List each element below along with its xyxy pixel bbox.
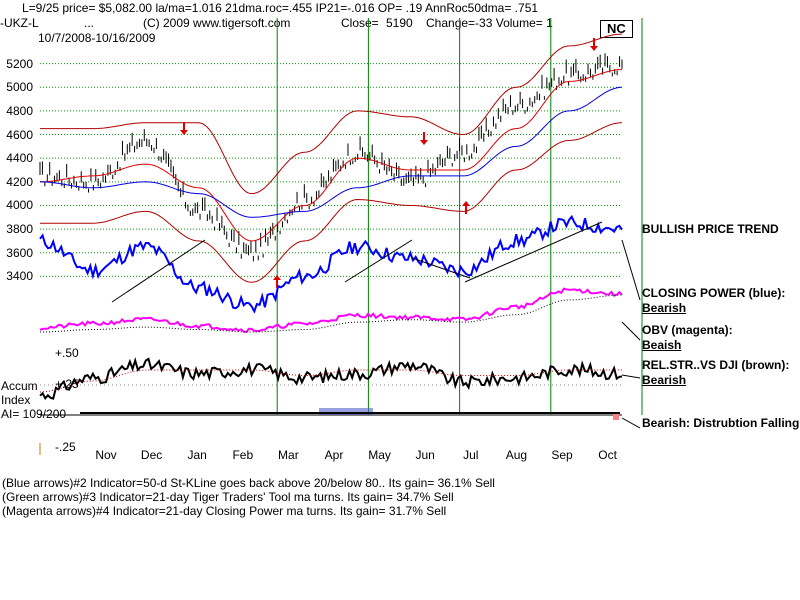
accum-scale-minus25: -.25: [55, 440, 76, 454]
x-tick-label: May: [368, 448, 391, 462]
lower-band-line: [40, 122, 623, 283]
buy-arrow-head: [273, 275, 281, 280]
ticker-dots: ...: [84, 16, 95, 30]
upper-band-line: [40, 33, 623, 195]
x-tick-label: Jul: [463, 448, 479, 462]
x-tick-label: Oct: [598, 448, 617, 462]
indicator-lines: [39, 33, 623, 414]
accum-annotation: Bearish: Distrubtion Falling.: [642, 416, 800, 430]
legend-blue-arrows: (Blue arrows)#2 Indicator=50-d St-KLine …: [2, 476, 495, 490]
obv-ma-line: [40, 294, 622, 333]
y-tick-label: 3400: [6, 269, 33, 284]
y-tick-label: 4200: [6, 174, 33, 189]
annotation-pointers: [39, 239, 641, 455]
x-tick-label: Mar: [278, 448, 299, 462]
nc-badge: NC: [600, 20, 633, 38]
close-label: Close=: [341, 16, 379, 30]
closing-power-annotation: CLOSING POWER (blue):: [642, 286, 786, 300]
sell-arrow-head: [590, 46, 598, 51]
legend-magenta-arrows: (Magenta arrows)#4 Indicator=21-day Clos…: [2, 504, 447, 518]
header-stats: L=9/25 price= $5,082.00 la/ma=1.016 21dm…: [22, 1, 539, 15]
y-tick-label: 4800: [6, 103, 33, 118]
obv-annotation: OBV (magenta):: [642, 323, 733, 337]
x-tick-label: Nov: [95, 448, 117, 462]
accum-title: Accum: [1, 379, 38, 393]
x-tick-label: Aug: [505, 448, 528, 462]
sell-arrow-head: [180, 130, 188, 135]
accum-scale-plus50: +.50: [55, 346, 79, 360]
closing-power-line: [39, 214, 623, 314]
cp-trend-line-3: [411, 257, 471, 279]
signal-vertical-lines: [276, 18, 643, 415]
y-tick-label: 5000: [6, 80, 33, 95]
x-tick-label: Jan: [187, 448, 207, 462]
relstr-line: [39, 357, 623, 401]
x-tick-label: Feb: [232, 448, 254, 462]
cp-trend-line-1: [111, 239, 206, 303]
date-range: 10/7/2008-10/16/2009: [38, 31, 156, 45]
long-ma-line: [39, 86, 623, 218]
accum-last-marker: [613, 414, 619, 420]
y-tick-label: 4000: [6, 198, 33, 213]
y-tick-label: 4600: [6, 127, 33, 142]
moving-average-line: [40, 69, 623, 242]
ticker-symbol: -UKZ-L: [0, 16, 39, 30]
legend-green-arrows: (Green arrows)#3 Indicator=21-day Tiger …: [2, 490, 454, 504]
x-tick-label: Jun: [415, 448, 435, 462]
sell-arrow-head: [420, 140, 428, 145]
price-bars: [39, 53, 623, 420]
accum-subtitle: Index: [1, 393, 31, 407]
trend-annotation: BULLISH PRICE TREND: [642, 222, 779, 236]
x-tick-label: Dec: [140, 448, 163, 462]
x-tick-label: Sep: [551, 448, 573, 462]
close-value: 5190: [386, 16, 413, 30]
y-tick-label: 3600: [6, 245, 33, 260]
obv-line: [39, 287, 623, 334]
price-gridlines: [40, 63, 622, 416]
accum-scale-plus25: +.25: [55, 377, 79, 391]
buy-arrow-head: [462, 201, 470, 206]
copyright: (C) 2009 www.tigersoft.com: [143, 16, 291, 30]
change-volume: Change=-33 Volume= 1: [426, 16, 553, 30]
annotation-pointer: [621, 239, 641, 301]
y-tick-label: 4400: [6, 151, 33, 166]
x-tick-label: Apr: [324, 448, 344, 462]
y-tick-label: 5200: [6, 56, 33, 71]
cp-trend-line-4: [464, 221, 603, 283]
relstr-annotation: REL.STR..VS DJI (brown):: [642, 358, 790, 372]
signal-arrows: [180, 38, 598, 288]
relstr-status: Bearish: [642, 373, 687, 387]
y-tick-label: 3800: [6, 222, 33, 237]
annotation-pointer: [621, 417, 641, 429]
annotation-pointer: [621, 321, 641, 341]
closing-power-status: Bearish: [642, 301, 687, 315]
relstr-ma-line: [39, 369, 622, 393]
cp-trend-line-2: [344, 239, 413, 283]
annotation-pointer: [621, 374, 641, 379]
obv-status: Beaish: [642, 338, 682, 352]
accum-ai-value: AI= 109/200: [1, 407, 67, 421]
